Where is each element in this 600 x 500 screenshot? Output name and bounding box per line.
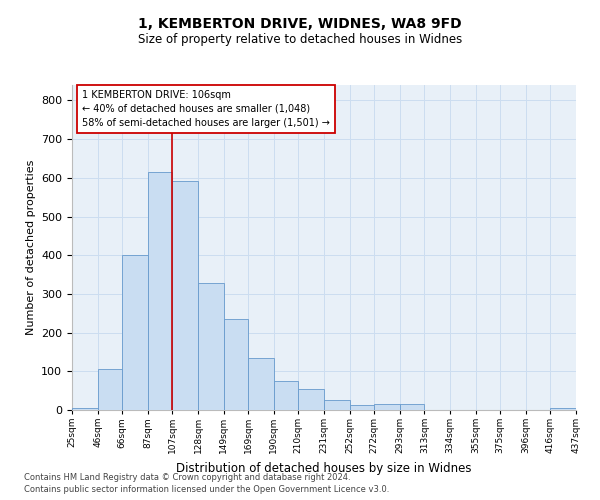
Bar [148, 172, 172, 410]
Text: Size of property relative to detached houses in Widnes: Size of property relative to detached ho… [138, 32, 462, 46]
Text: 1, KEMBERTON DRIVE, WIDNES, WA8 9FD: 1, KEMBERTON DRIVE, WIDNES, WA8 9FD [138, 18, 462, 32]
Bar [98, 369, 122, 410]
Bar [274, 380, 298, 410]
Bar [324, 400, 350, 410]
Bar [198, 283, 224, 410]
Bar [248, 358, 274, 410]
Bar [224, 318, 248, 410]
Text: Contains HM Land Registry data © Crown copyright and database right 2024.: Contains HM Land Registry data © Crown c… [24, 472, 350, 482]
Bar [400, 404, 424, 410]
Text: Contains public sector information licensed under the Open Government Licence v3: Contains public sector information licen… [24, 485, 389, 494]
Y-axis label: Number of detached properties: Number of detached properties [26, 160, 35, 335]
Bar [122, 255, 148, 410]
Text: 1 KEMBERTON DRIVE: 106sqm
← 40% of detached houses are smaller (1,048)
58% of se: 1 KEMBERTON DRIVE: 106sqm ← 40% of detac… [82, 90, 330, 128]
Bar [374, 404, 400, 410]
Bar [172, 181, 198, 410]
Bar [550, 408, 576, 410]
X-axis label: Distribution of detached houses by size in Widnes: Distribution of detached houses by size … [176, 462, 472, 474]
Bar [72, 408, 98, 410]
Bar [298, 390, 324, 410]
Bar [350, 406, 374, 410]
